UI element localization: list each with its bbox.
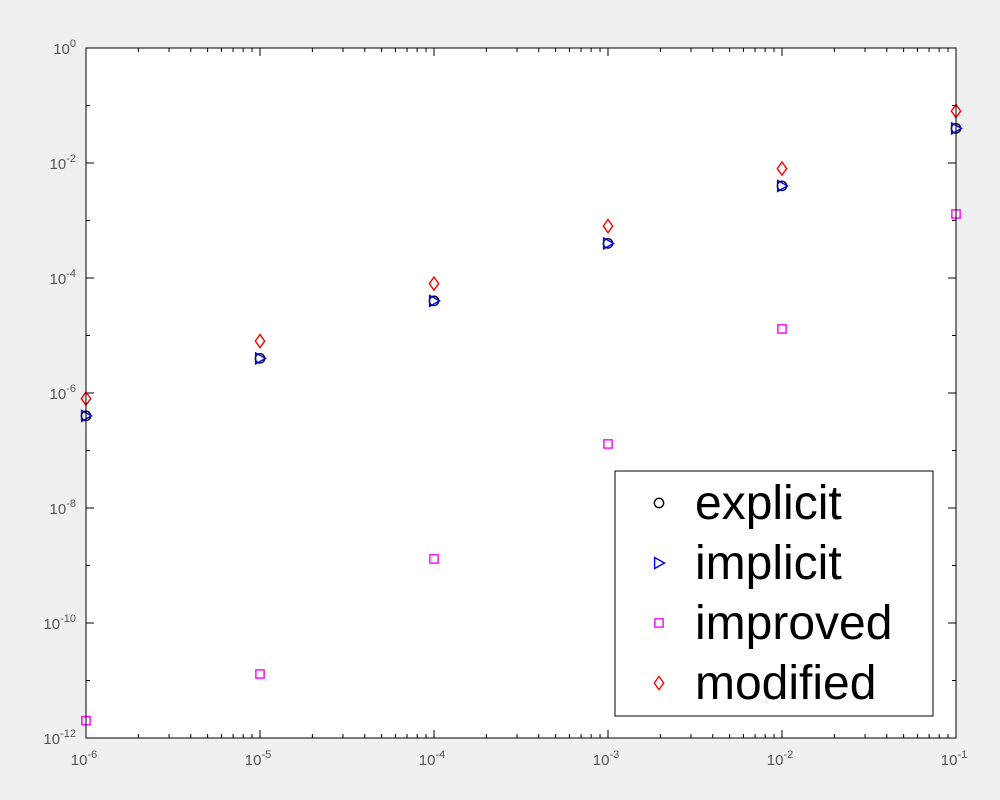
legend-marker-modified — [653, 675, 665, 691]
y-tick-label: 10-12 — [43, 728, 76, 748]
data-point-modified — [254, 333, 266, 349]
x-tick-label: 10-4 — [419, 749, 445, 769]
y-tick-label: 10-2 — [50, 153, 76, 173]
data-point-implicit — [428, 294, 441, 308]
legend-label-improved: improved — [695, 597, 892, 650]
x-tick-label: 10-2 — [767, 749, 793, 769]
data-point-modified — [602, 218, 614, 234]
plot-frame — [85, 47, 957, 739]
x-tick-label: 10-6 — [71, 749, 97, 769]
x-tick-labels: 10-6 10-5 10-4 10-3 10-2 10-1 — [71, 749, 967, 769]
data-point-improved — [429, 554, 439, 564]
data-point-modified — [776, 160, 788, 177]
y-tick-label: 10-4 — [50, 268, 76, 288]
legend: explicit implicit improved modified — [614, 470, 934, 717]
data-point-implicit — [254, 351, 267, 366]
y-tick-label: 100 — [53, 38, 76, 58]
legend-marker-implicit — [653, 556, 666, 570]
data-point-implicit — [950, 121, 963, 136]
data-point-improved — [777, 324, 787, 334]
y-tick-labels: 100 10-2 10-4 10-6 10-8 10-10 10-12 — [43, 38, 76, 748]
data-point-implicit — [776, 179, 789, 193]
legend-box — [614, 470, 934, 717]
y-tick-label: 10-6 — [50, 383, 76, 403]
x-tick-label: 10-5 — [245, 749, 271, 769]
legend-marker-explicit — [653, 497, 665, 509]
legend-label-modified: modified — [695, 657, 876, 710]
data-point-implicit — [80, 409, 93, 423]
y-tick-label: 10-10 — [43, 613, 76, 633]
data-point-improved — [603, 439, 613, 449]
y-tick-label: 10-8 — [50, 498, 76, 518]
legend-marker-improved — [654, 618, 664, 628]
data-point-improved — [255, 669, 265, 679]
legend-label-implicit: implicit — [695, 537, 842, 590]
legend-label-explicit: explicit — [695, 477, 842, 530]
data-point-modified — [428, 275, 440, 292]
x-tick-label: 10-3 — [593, 749, 619, 769]
x-tick-label: 10-1 — [941, 749, 967, 769]
data-point-implicit — [602, 236, 615, 251]
